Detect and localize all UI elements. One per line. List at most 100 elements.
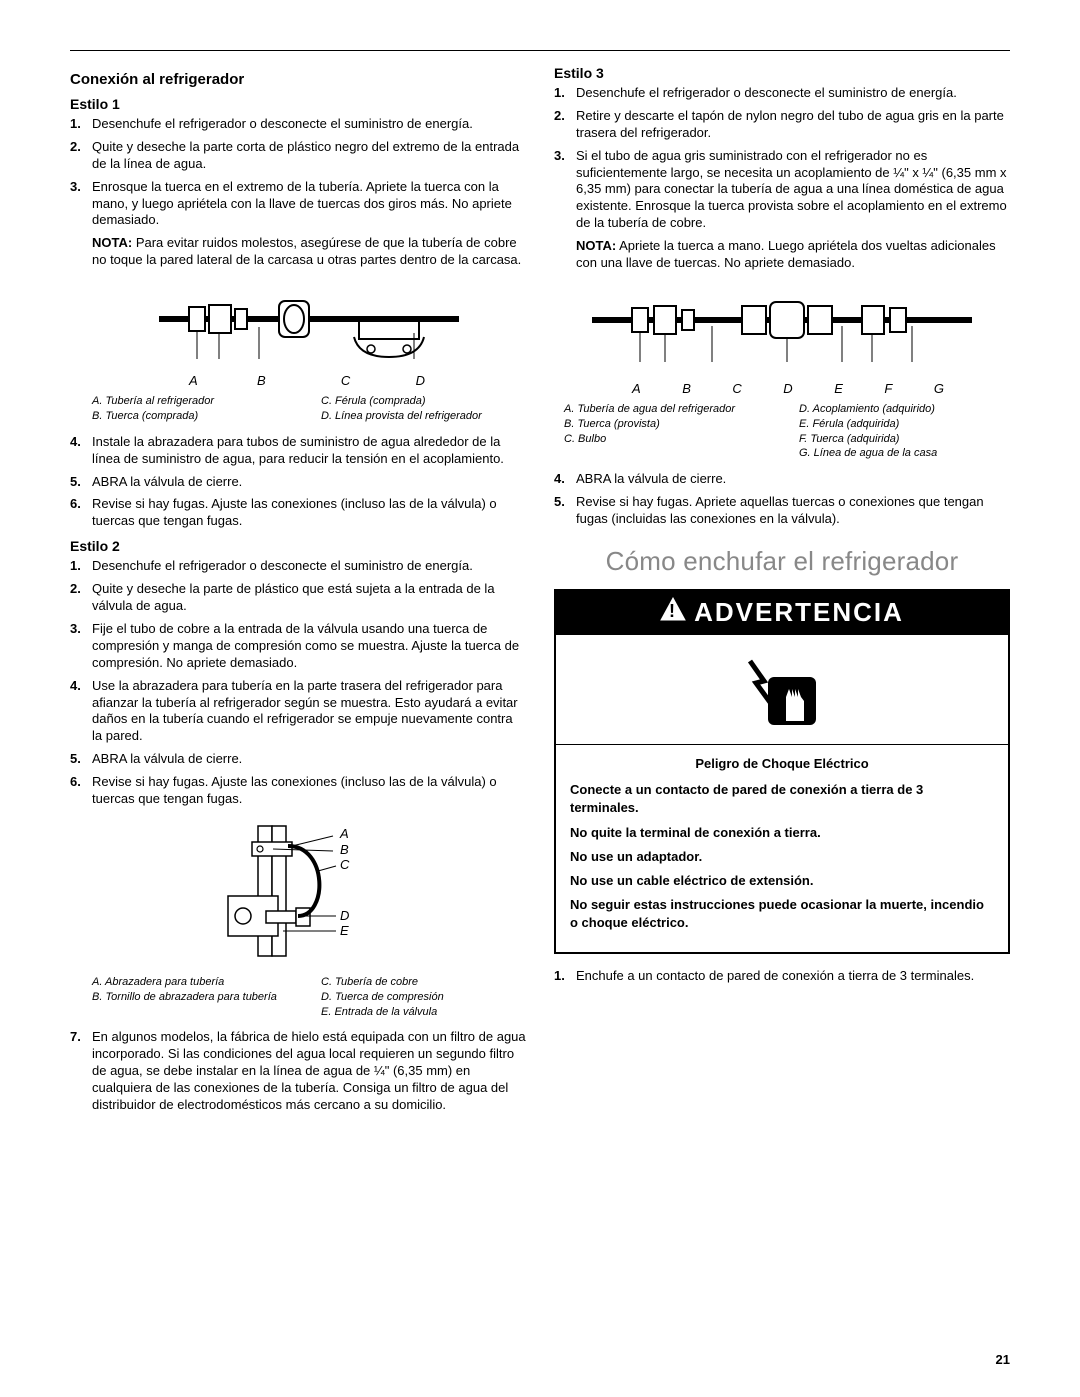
page-number: 21 xyxy=(996,1352,1010,1367)
shock-hand-icon xyxy=(742,649,822,729)
plug-list: Enchufe a un contacto de pared de conexi… xyxy=(554,968,1010,985)
legend-line: C. Tubería de cobre xyxy=(321,975,526,990)
list-item: Revise si hay fugas. Ajuste las conexion… xyxy=(70,496,526,530)
warning-header-text: ADVERTENCIA xyxy=(694,597,904,628)
estilo3-list-b: ABRA la válvula de cierre. Revise si hay… xyxy=(554,471,1010,528)
fig-label: D xyxy=(416,373,425,388)
fig-label: A xyxy=(189,373,198,388)
estilo2-list-a: Desenchufe el refrigerador o desconecte … xyxy=(70,558,526,808)
list-item: Revise si hay fugas. Apriete aquellas tu… xyxy=(554,494,1010,528)
warning-header: ! ADVERTENCIA xyxy=(556,591,1008,635)
legend-col: C. Tubería de cobre D. Tuerca de compres… xyxy=(321,975,526,1020)
list-item: Desenchufe el refrigerador o desconecte … xyxy=(554,85,1010,102)
estilo3-nota: NOTA: Apriete la tuerca a mano. Luego ap… xyxy=(576,238,1010,272)
list-item: Si el tubo de agua gris suministrado con… xyxy=(554,148,1010,232)
list-item: Enchufe a un contacto de pared de conexi… xyxy=(554,968,1010,985)
left-heading: Conexión al refrigerador xyxy=(70,71,526,88)
top-rule xyxy=(70,50,1010,51)
legend-line: A. Abrazadera para tubería xyxy=(92,975,297,990)
legend-col: A. Tubería de agua del refrigerador B. T… xyxy=(564,402,775,461)
legend-line: C. Bulbo xyxy=(564,432,775,447)
list-item: Quite y deseche la parte corta de plásti… xyxy=(70,139,526,173)
pipe-coupling-diagram xyxy=(159,279,459,369)
legend-line: D. Acoplamiento (adquirido) xyxy=(799,402,1010,417)
nota-label: NOTA: xyxy=(92,235,132,250)
estilo2-title: Estilo 2 xyxy=(70,538,526,554)
estilo1-title: Estilo 1 xyxy=(70,96,526,112)
legend-line: G. Línea de agua de la casa xyxy=(799,446,1010,461)
fig-label: A xyxy=(632,381,641,396)
estilo1-list-a: Desenchufe el refrigerador o desconecte … xyxy=(70,116,526,229)
warning-icon-area xyxy=(556,635,1008,744)
list-item: Desenchufe el refrigerador o desconecte … xyxy=(70,558,526,575)
svg-text:!: ! xyxy=(669,601,677,621)
estilo3-figure: A B C D E F G xyxy=(554,282,1010,396)
list-item: Quite y deseche la parte de plástico que… xyxy=(70,581,526,615)
legend-col: C. Férula (comprada) D. Línea provista d… xyxy=(321,394,526,424)
estilo1-figure: A B C D xyxy=(92,279,526,388)
legend-col: A. Abrazadera para tubería B. Tornillo d… xyxy=(92,975,297,1020)
fig-label: C xyxy=(732,381,741,396)
fig3-legend: A. Tubería de agua del refrigerador B. T… xyxy=(564,402,1010,461)
fig-label: D xyxy=(783,381,792,396)
legend-line: D. Línea provista del refrigerador xyxy=(321,409,526,424)
estilo3-list-a: Desenchufe el refrigerador o desconecte … xyxy=(554,85,1010,232)
legend-line: B. Tuerca (provista) xyxy=(564,417,775,432)
list-item: Retire y descarte el tapón de nylon negr… xyxy=(554,108,1010,142)
warning-box: ! ADVERTENCIA Peligro de Choque Eléctric… xyxy=(554,589,1010,955)
fig-label: F xyxy=(884,381,892,396)
warning-line: No quite la terminal de conexión a tierr… xyxy=(570,824,994,842)
legend-line: B. Tuerca (comprada) xyxy=(92,409,297,424)
fig-label: B xyxy=(257,373,266,388)
nota-text: Apriete la tuerca a mano. Luego apriétel… xyxy=(576,238,996,270)
fig-label: E xyxy=(834,381,843,396)
warning-line: No use un cable eléctrico de extensión. xyxy=(570,872,994,890)
right-column: Estilo 3 Desenchufe el refrigerador o de… xyxy=(554,65,1010,1120)
estilo2-figure: A B C D E xyxy=(70,816,526,971)
list-item: Use la abrazadera para tubería en la par… xyxy=(70,678,526,746)
estilo3-title: Estilo 3 xyxy=(554,65,1010,81)
fig-label: E xyxy=(340,923,349,938)
warning-body: Peligro de Choque Eléctrico Conecte a un… xyxy=(556,745,1008,953)
list-item: ABRA la válvula de cierre. xyxy=(554,471,1010,488)
fig-label: G xyxy=(934,381,944,396)
two-column-layout: Conexión al refrigerador Estilo 1 Desenc… xyxy=(70,65,1010,1120)
legend-line: E. Férula (adquirida) xyxy=(799,417,1010,432)
list-item: Enrosque la tuerca en el extremo de la t… xyxy=(70,179,526,230)
legend-line: B. Tornillo de abrazadera para tubería xyxy=(92,990,297,1005)
left-column: Conexión al refrigerador Estilo 1 Desenc… xyxy=(70,65,526,1120)
legend-line: A. Tubería al refrigerador xyxy=(92,394,297,409)
estilo1-list-b: Instale la abrazadera para tubos de sumi… xyxy=(70,434,526,530)
estilo1-nota: NOTA: Para evitar ruidos molestos, asegú… xyxy=(92,235,526,269)
fig1-legend: A. Tubería al refrigerador B. Tuerca (co… xyxy=(92,394,526,424)
legend-line: D. Tuerca de compresión xyxy=(321,990,526,1005)
list-item: Desenchufe el refrigerador o desconecte … xyxy=(70,116,526,133)
coupling-7part-diagram xyxy=(592,282,972,377)
warning-triangle-icon: ! xyxy=(660,597,686,628)
warning-line: Conecte a un contacto de pared de conexi… xyxy=(570,781,994,817)
legend-col: A. Tubería al refrigerador B. Tuerca (co… xyxy=(92,394,297,424)
list-item: Revise si hay fugas. Ajuste las conexion… xyxy=(70,774,526,808)
estilo2-list-b: En algunos modelos, la fábrica de hielo … xyxy=(70,1029,526,1113)
fig2-legend: A. Abrazadera para tubería B. Tornillo d… xyxy=(92,975,526,1020)
warning-line: No seguir estas instrucciones puede ocas… xyxy=(570,896,994,932)
fig-label: B xyxy=(340,842,349,857)
list-item: Instale la abrazadera para tubos de sumi… xyxy=(70,434,526,468)
plug-section-title: Cómo enchufar el refrigerador xyxy=(554,546,1010,577)
fig3-labels-row: A B C D E F G xyxy=(592,381,972,396)
list-item: Fije el tubo de cobre a la entrada de la… xyxy=(70,621,526,672)
legend-line: E. Entrada de la válvula xyxy=(321,1005,526,1020)
legend-col: D. Acoplamiento (adquirido) E. Férula (a… xyxy=(799,402,1010,461)
fig-label: D xyxy=(340,908,349,923)
fig-label: C xyxy=(341,373,350,388)
valve-clamp-diagram: A B C D E xyxy=(188,816,408,966)
legend-line: F. Tuerca (adquirida) xyxy=(799,432,1010,447)
fig-label: A xyxy=(339,826,349,841)
warning-line: No use un adaptador. xyxy=(570,848,994,866)
nota-label: NOTA: xyxy=(576,238,616,253)
warning-subtitle: Peligro de Choque Eléctrico xyxy=(570,755,994,773)
list-item: ABRA la válvula de cierre. xyxy=(70,474,526,491)
legend-line: C. Férula (comprada) xyxy=(321,394,526,409)
legend-line: A. Tubería de agua del refrigerador xyxy=(564,402,775,417)
list-item: En algunos modelos, la fábrica de hielo … xyxy=(70,1029,526,1113)
